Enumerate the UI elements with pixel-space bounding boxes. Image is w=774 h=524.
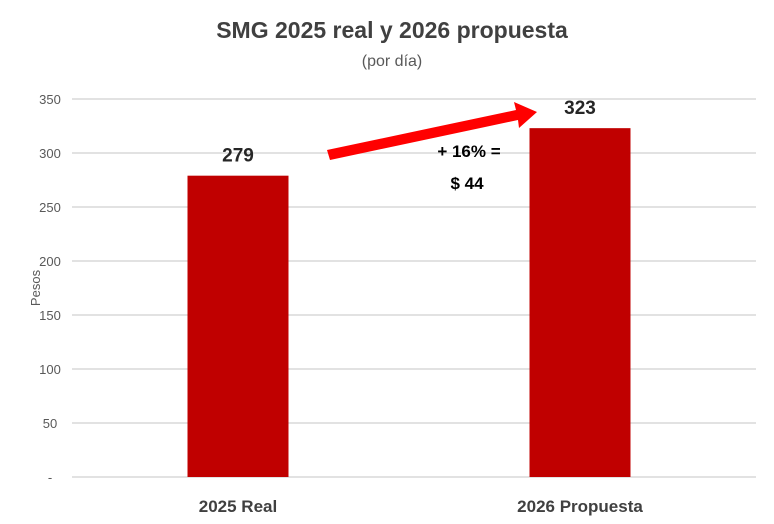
y-tick-label: 350 bbox=[39, 92, 61, 107]
arrow-icon bbox=[327, 102, 537, 160]
chart-title: SMG 2025 real y 2026 propuesta bbox=[216, 17, 568, 43]
x-tick-label: 2025 Real bbox=[199, 497, 277, 516]
annotation-line2: $ 44 bbox=[450, 174, 484, 193]
y-tick-label: 300 bbox=[39, 146, 61, 161]
y-tick-label: 50 bbox=[43, 416, 57, 431]
increase-arrow bbox=[327, 102, 537, 160]
y-tick-label: - bbox=[48, 470, 52, 485]
y-axis-label: Pesos bbox=[28, 269, 43, 306]
chart-subtitle: (por día) bbox=[362, 53, 422, 70]
data-label: 323 bbox=[564, 98, 596, 119]
y-tick-label: 200 bbox=[39, 254, 61, 269]
annotation-line1: + 16% = bbox=[437, 142, 500, 161]
y-tick-label: 250 bbox=[39, 200, 61, 215]
y-tick-label: 100 bbox=[39, 362, 61, 377]
bar bbox=[529, 128, 631, 477]
bar bbox=[187, 175, 289, 477]
x-tick-label: 2026 Propuesta bbox=[517, 497, 643, 516]
y-tick-label: 150 bbox=[39, 308, 61, 323]
data-label: 279 bbox=[222, 146, 254, 167]
